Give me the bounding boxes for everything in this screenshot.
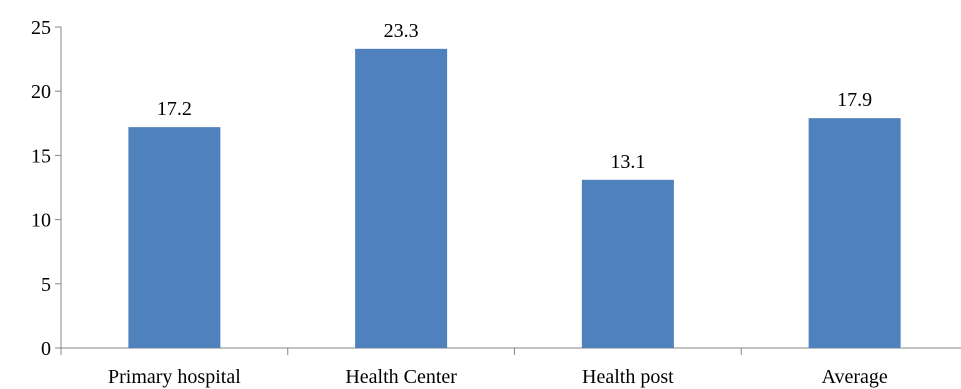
data-labels: 17.2 23.3 13.1 17.9 (157, 20, 872, 173)
y-tick-label: 10 (31, 210, 51, 232)
bar-primary-hospital (128, 127, 221, 348)
x-category-label: Health Center (345, 366, 457, 388)
bar-health-post (581, 179, 674, 348)
y-tick-label: 0 (41, 338, 51, 360)
data-label: 23.3 (384, 20, 419, 42)
data-label: 13.1 (610, 151, 645, 173)
x-category-label: Primary hospital (108, 366, 241, 388)
bars (128, 48, 901, 348)
y-tick-label: 20 (31, 81, 51, 103)
y-axis: 0 5 10 15 20 25 (31, 17, 62, 360)
x-category-label: Average (822, 366, 888, 388)
x-category-label: Health post (582, 366, 674, 388)
x-axis: Primary hospital Health Center Health post… (60, 347, 961, 388)
data-label: 17.2 (157, 98, 192, 120)
y-tick-label: 25 (31, 17, 51, 39)
y-tick-label: 5 (41, 274, 51, 296)
bar-health-center (355, 48, 448, 348)
bar-average (808, 118, 901, 348)
y-tick-label: 15 (31, 145, 51, 167)
data-label: 17.9 (837, 89, 872, 111)
